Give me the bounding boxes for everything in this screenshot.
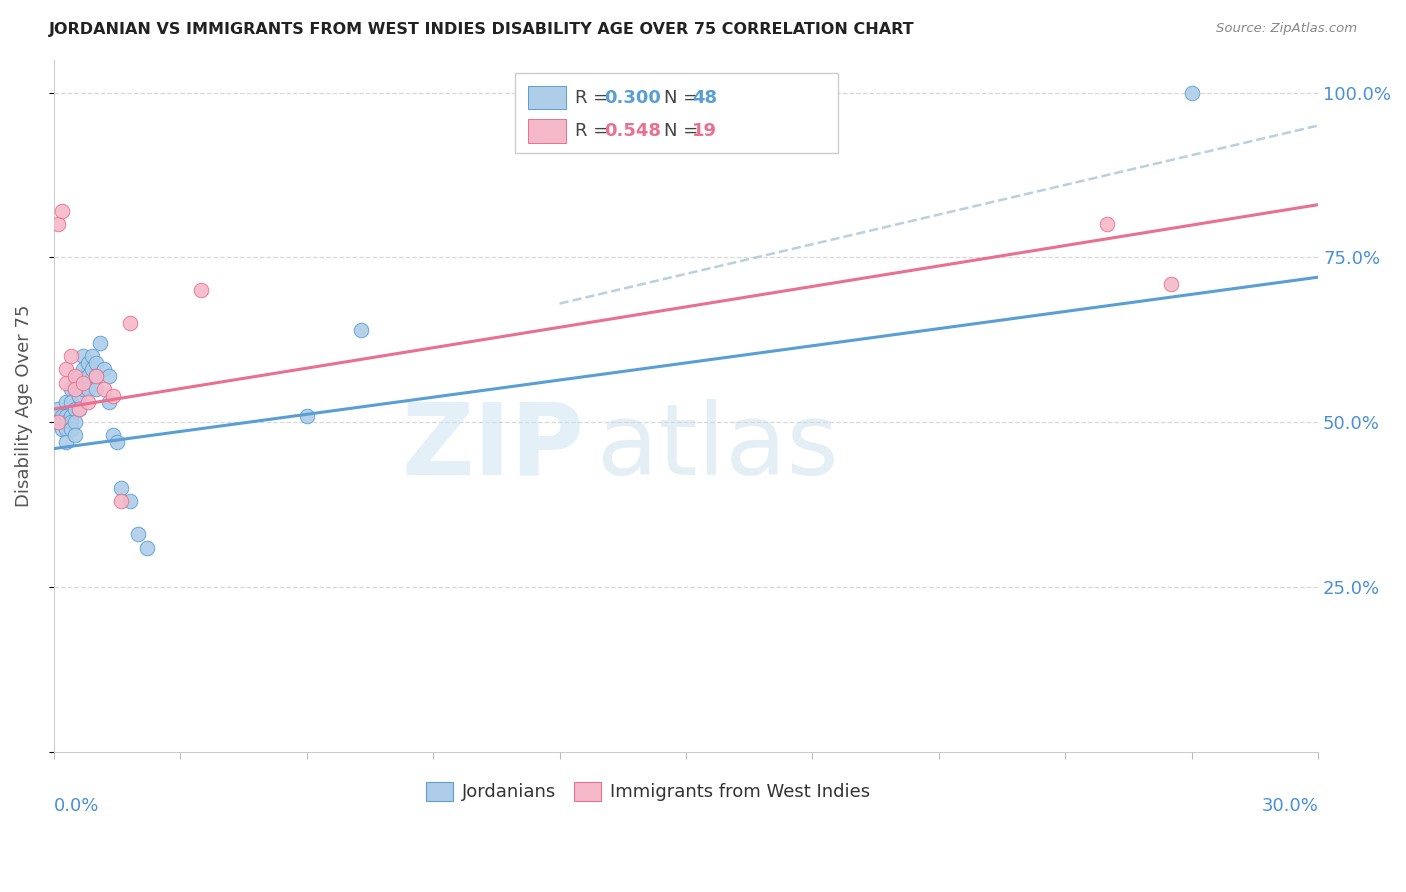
Point bbox=[72, 349, 94, 363]
Point bbox=[67, 389, 90, 403]
FancyBboxPatch shape bbox=[527, 120, 565, 143]
Point bbox=[46, 415, 69, 429]
Point bbox=[127, 527, 149, 541]
Point bbox=[46, 218, 69, 232]
Point bbox=[76, 369, 98, 384]
Text: R =: R = bbox=[575, 88, 614, 107]
Text: 0.300: 0.300 bbox=[603, 88, 661, 107]
Text: 48: 48 bbox=[692, 88, 717, 107]
Point bbox=[67, 369, 90, 384]
Point bbox=[55, 435, 77, 450]
Point bbox=[135, 541, 157, 555]
FancyBboxPatch shape bbox=[516, 73, 838, 153]
Point bbox=[76, 356, 98, 370]
Point bbox=[80, 362, 103, 376]
Point bbox=[97, 395, 120, 409]
Text: R =: R = bbox=[575, 122, 614, 140]
Text: N =: N = bbox=[665, 88, 704, 107]
Point bbox=[1160, 277, 1182, 291]
Point bbox=[76, 382, 98, 396]
Point bbox=[93, 382, 115, 396]
Point bbox=[51, 204, 73, 219]
Point bbox=[72, 382, 94, 396]
Point bbox=[101, 389, 124, 403]
Point bbox=[55, 376, 77, 390]
Point bbox=[84, 356, 107, 370]
Point bbox=[72, 376, 94, 390]
Point bbox=[80, 349, 103, 363]
Point bbox=[67, 402, 90, 417]
Text: 0.0%: 0.0% bbox=[53, 797, 100, 815]
Point bbox=[105, 435, 128, 450]
Point bbox=[55, 422, 77, 436]
Point bbox=[110, 494, 132, 508]
Point bbox=[46, 415, 69, 429]
Point bbox=[118, 316, 141, 330]
Text: 19: 19 bbox=[692, 122, 717, 140]
Point bbox=[63, 415, 86, 429]
Point bbox=[67, 402, 90, 417]
Point bbox=[67, 376, 90, 390]
Point bbox=[84, 382, 107, 396]
Point bbox=[59, 349, 82, 363]
Point bbox=[72, 362, 94, 376]
Y-axis label: Disability Age Over 75: Disability Age Over 75 bbox=[15, 304, 32, 507]
Point bbox=[190, 284, 212, 298]
Point bbox=[350, 323, 373, 337]
Text: 30.0%: 30.0% bbox=[1261, 797, 1319, 815]
Point bbox=[55, 409, 77, 423]
Point bbox=[55, 362, 77, 376]
Legend: Jordanians, Immigrants from West Indies: Jordanians, Immigrants from West Indies bbox=[419, 774, 877, 809]
Point bbox=[118, 494, 141, 508]
Point bbox=[63, 376, 86, 390]
Text: atlas: atlas bbox=[598, 399, 839, 496]
Point bbox=[101, 428, 124, 442]
Point bbox=[1181, 86, 1204, 100]
Point bbox=[46, 402, 69, 417]
Point bbox=[51, 415, 73, 429]
Point bbox=[97, 369, 120, 384]
FancyBboxPatch shape bbox=[527, 86, 565, 110]
Point bbox=[93, 362, 115, 376]
Point bbox=[1097, 218, 1119, 232]
Point bbox=[84, 369, 107, 384]
Point bbox=[63, 382, 86, 396]
Point bbox=[59, 415, 82, 429]
Point bbox=[55, 395, 77, 409]
Point bbox=[59, 382, 82, 396]
Point bbox=[51, 422, 73, 436]
Point bbox=[89, 336, 111, 351]
Text: N =: N = bbox=[665, 122, 704, 140]
Point bbox=[76, 395, 98, 409]
Point bbox=[59, 422, 82, 436]
Point bbox=[63, 382, 86, 396]
Text: ZIP: ZIP bbox=[402, 399, 585, 496]
Point bbox=[110, 481, 132, 495]
Point bbox=[55, 415, 77, 429]
Text: Source: ZipAtlas.com: Source: ZipAtlas.com bbox=[1216, 22, 1357, 36]
Point bbox=[63, 369, 86, 384]
Point bbox=[59, 409, 82, 423]
Point bbox=[59, 395, 82, 409]
Point bbox=[63, 428, 86, 442]
Point bbox=[63, 402, 86, 417]
Point bbox=[51, 409, 73, 423]
Point bbox=[84, 369, 107, 384]
Text: 0.548: 0.548 bbox=[603, 122, 661, 140]
Point bbox=[295, 409, 318, 423]
Text: JORDANIAN VS IMMIGRANTS FROM WEST INDIES DISABILITY AGE OVER 75 CORRELATION CHAR: JORDANIAN VS IMMIGRANTS FROM WEST INDIES… bbox=[49, 22, 915, 37]
